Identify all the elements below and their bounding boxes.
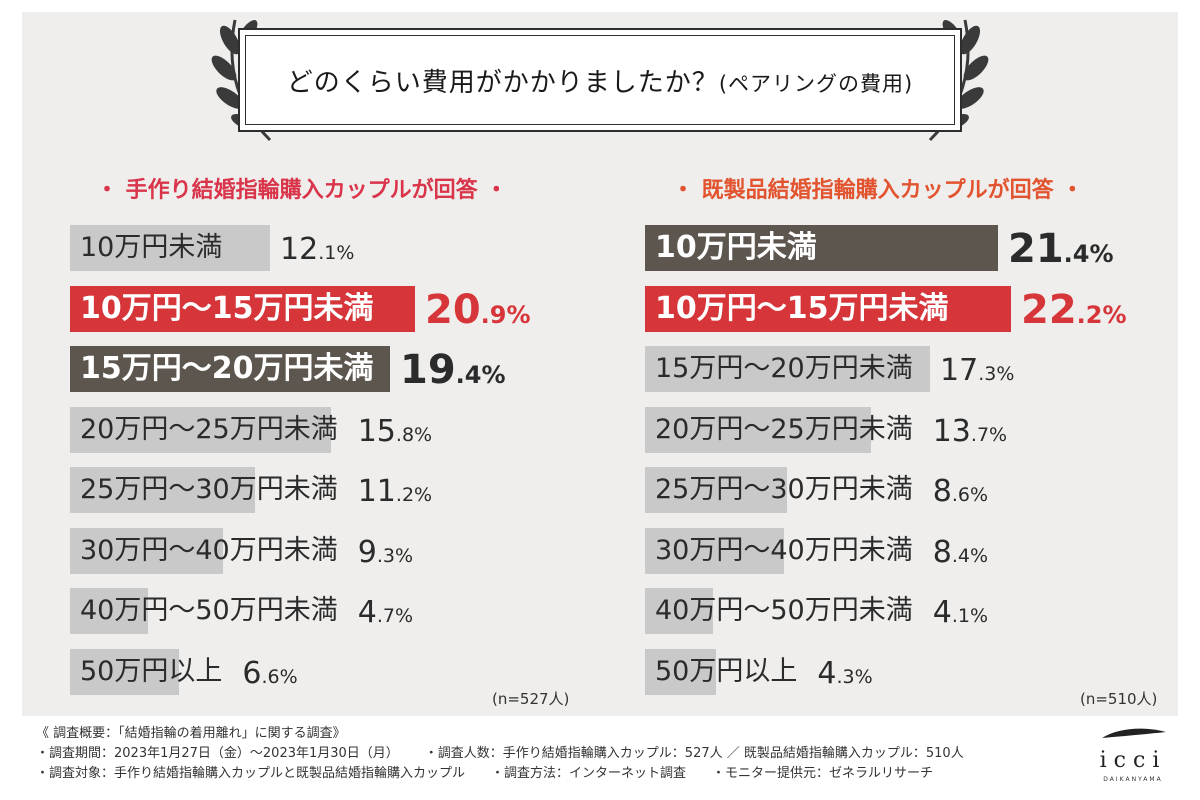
bar-readymade [645,285,1011,332]
bar-handmade [70,588,148,634]
page-title: どのくらい費用がかかりましたか？(ペアリングの費用) [240,62,960,99]
footer-heading: 《 調査概要：「結婚指輪の着用離れ」に関する調査》 [36,726,346,741]
bar-handmade [70,648,179,695]
title-banner: どのくらい費用がかかりましたか？(ペアリングの費用) [238,28,962,132]
category-label: 50万円以上 [80,655,223,687]
value-label: 8.6% [932,474,988,509]
logo-subtext: DAIKANYAMA [1103,776,1163,783]
footer-line-2: ・調査期間：2023年1月27日（金）〜2023年1月30日（月） ・調査人数：手… [36,744,1076,764]
value-label: 6.6% [242,655,298,691]
footer-provider: ・モニター提供元：ゼネラルリサーチ [712,766,934,781]
value-label: 13.7% [932,413,1008,449]
value-label: 15.8% [357,413,433,449]
bar-handmade [70,527,223,574]
value-label: 19.4% [400,347,506,393]
value-label: 9.3% [357,534,413,570]
value-label: 8.4% [932,534,988,570]
title-sub: (ペアリングの費用) [718,72,914,96]
bar-handmade [70,285,415,332]
value-label: 4.1% [932,595,988,630]
category-label: 20万円〜25万円未満 [80,413,338,445]
bar-readymade [645,406,871,453]
bar-handmade [70,346,390,392]
footer-target: ・調査対象：手作り結婚指輪購入カップルと既製品結婚指輪購入カップル [36,766,466,781]
footer-method: ・調査方法：インターネット調査 [491,766,687,781]
footer-respondents: ・調査人数：手作り結婚指輪購入カップル：527人 ／ 既製品結婚指輪購入カップル… [424,746,964,761]
value-label: 4.7% [357,595,413,630]
category-label: 25万円〜30万円未満 [80,474,338,505]
bar-readymade [645,588,713,634]
category-label: 10万円未満 [80,232,223,263]
category-label: 10万円〜15万円未満 [80,290,374,326]
bar-readymade [645,467,787,513]
value-label: 11.2% [357,474,433,509]
value-label: 4.3% [817,655,873,691]
logo-wordmark: icci [1099,748,1167,773]
category-label: 25万円〜30万円未満 [655,474,913,505]
footer-period: ・調査期間：2023年1月27日（金）〜2023年1月30日（月） [36,746,399,761]
bar-readymade [645,648,716,695]
bar-readymade [645,346,930,392]
category-label: 50万円以上 [655,655,798,687]
category-label: 30万円〜40万円未満 [80,534,338,566]
bar-readymade [645,527,784,574]
bar-handmade [70,406,331,453]
category-label: 30万円〜40万円未満 [655,534,913,566]
sample-size-readymade: (n=510人) [1080,690,1158,708]
chart-title-handmade: ・ 手作り結婚指輪購入カップルが回答 ・ [96,178,508,203]
category-label: 20万円〜25万円未満 [655,413,913,445]
title-main: どのくらい費用がかかりましたか？ [286,68,719,98]
brand-logo: icci DAIKANYAMA [1088,722,1178,788]
category-label: 15万円〜20万円未満 [655,353,913,384]
category-label: 10万円未満 [655,230,817,265]
value-label: 22.2% [1021,286,1127,333]
value-label: 20.9% [425,286,531,333]
category-label: 10万円〜15万円未満 [655,290,949,326]
category-label: 15万円〜20万円未満 [80,351,374,386]
footer-line-3: ・調査対象：手作り結婚指輪購入カップルと既製品結婚指輪購入カップル ・調査方法：イ… [36,764,1076,784]
bar-readymade [645,225,998,271]
category-label: 40万円〜50万円未満 [80,595,338,626]
value-label: 21.4% [1008,226,1114,272]
value-label: 12.1% [280,232,355,267]
bar-handmade [70,467,255,513]
bar-handmade [70,225,270,271]
sample-size-handmade: (n=527人) [492,690,570,708]
chart-title-readymade: ・ 既製品結婚指輪購入カップルが回答 ・ [672,178,1084,203]
value-label: 17.3% [940,353,1015,388]
survey-footer: 《 調査概要：「結婚指輪の着用離れ」に関する調査》 ・調査期間：2023年1月2… [36,724,1076,784]
category-label: 40万円〜50万円未満 [655,595,913,626]
logo-brush-icon [1102,728,1166,738]
